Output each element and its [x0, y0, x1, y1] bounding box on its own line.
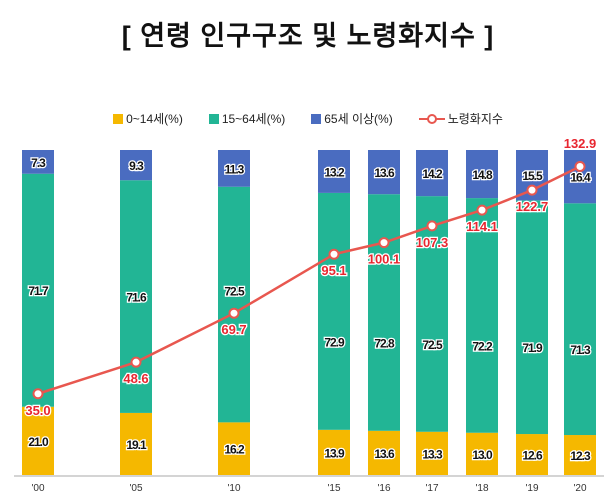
data-label: 71.7	[28, 284, 49, 298]
data-label: 12.6	[522, 449, 543, 463]
data-label: 15.5	[522, 169, 543, 183]
data-label: 13.6	[374, 447, 395, 461]
bar-segment	[218, 186, 250, 423]
data-label: 71.9	[522, 341, 543, 355]
aging-index-point	[228, 307, 240, 319]
aging-index-label: 48.6	[123, 371, 148, 386]
data-label: 72.2	[472, 339, 493, 353]
data-label: 9.3	[129, 159, 144, 173]
data-label: 21.0	[28, 435, 49, 449]
bar-segment	[120, 412, 152, 475]
data-label: 16.4	[570, 171, 591, 185]
legend-label: 0~14세(%)	[126, 112, 183, 126]
bar-segment	[564, 203, 596, 436]
aging-index-label: 100.1	[368, 252, 401, 267]
x-tick-label: '19	[525, 483, 538, 494]
bar-segment	[368, 430, 400, 475]
data-label: 7.3	[31, 156, 46, 170]
legend-swatch	[208, 113, 219, 124]
data-label: 19.1	[126, 438, 147, 452]
bar-segment	[516, 434, 548, 475]
x-tick-label: '10	[227, 483, 240, 494]
legend-label: 65세 이상(%)	[324, 112, 393, 126]
data-label: 13.2	[324, 165, 345, 179]
chart-title: [ 연령 인구구조 및 노령화지수 ]	[121, 21, 495, 51]
bar-segment	[218, 150, 250, 187]
aging-index-point	[328, 248, 340, 260]
aging-index-label: 107.3	[416, 235, 449, 250]
data-label: 71.3	[570, 343, 591, 357]
bar-segment	[416, 150, 448, 197]
bar-segment	[22, 150, 54, 174]
data-label: 13.3	[422, 447, 443, 461]
legend-item-15-64: 15~64세(%)	[208, 110, 286, 127]
data-label: 72.5	[224, 285, 245, 299]
x-tick-label: '17	[425, 483, 438, 494]
data-label: 11.3	[225, 162, 245, 176]
bar-segment	[120, 180, 152, 413]
bar-segment	[318, 192, 350, 430]
x-tick-label: '18	[475, 483, 488, 494]
aging-index-label: 132.9	[564, 136, 597, 151]
aging-index-point	[426, 220, 438, 232]
x-tick-label: '16	[377, 483, 390, 494]
aging-index-point	[130, 356, 142, 368]
data-label: 16.2	[224, 443, 245, 457]
aging-index-label: 69.7	[221, 322, 246, 337]
data-label: 14.2	[422, 167, 443, 181]
bar-segment	[22, 406, 54, 475]
data-label: 12.3	[570, 449, 591, 463]
x-tick-label: '05	[129, 483, 142, 494]
legend-label: 15~64세(%)	[221, 112, 286, 126]
bar-segment	[318, 150, 350, 193]
bar-segment	[120, 150, 152, 181]
legend-item-65plus: 65세 이상(%)	[311, 110, 393, 127]
bar-segment	[466, 198, 498, 433]
data-label: 13.0	[472, 448, 493, 462]
legend: 0~14세(%) 15~64세(%) 65세 이상(%) 노령화지수	[0, 110, 616, 127]
aging-index-label: 35.0	[25, 403, 50, 418]
x-tick-label: '15	[327, 483, 340, 494]
data-label: 13.9	[324, 446, 345, 460]
aging-index-point	[526, 184, 538, 196]
aging-index-label: 114.1	[466, 219, 498, 234]
aging-index-point	[378, 237, 390, 249]
x-tick-label: '00	[31, 483, 44, 494]
legend-line-marker-icon	[418, 113, 445, 124]
aging-index-point	[574, 160, 586, 172]
x-tick-label: '20	[573, 483, 586, 494]
bar-segment	[466, 432, 498, 475]
data-label: 13.6	[374, 166, 395, 180]
bar-segment	[368, 194, 400, 431]
legend-swatch	[113, 113, 124, 124]
bar-segment	[218, 422, 250, 475]
aging-index-label: 95.1	[321, 263, 346, 278]
bar-segment	[416, 196, 448, 432]
data-label: 72.9	[324, 335, 345, 349]
data-label: 72.5	[422, 338, 443, 352]
bar-segment	[564, 150, 596, 204]
legend-swatch	[311, 113, 322, 124]
bar-segment	[368, 150, 400, 195]
data-label: 72.8	[374, 337, 395, 351]
data-label: 14.8	[472, 168, 493, 182]
bar-segment	[318, 429, 350, 475]
aging-index-line	[37, 165, 581, 395]
legend-label: 노령화지수	[447, 112, 503, 126]
bar-segment	[22, 173, 54, 407]
aging-index-point	[32, 388, 44, 400]
legend-item-aging-index: 노령화지수	[418, 110, 503, 127]
bar-segment	[516, 200, 548, 435]
bar-segment	[466, 150, 498, 199]
bar-segment	[416, 431, 448, 475]
bar-segment	[564, 435, 596, 475]
data-label: 71.6	[126, 291, 147, 305]
aging-index-label: 122.7	[516, 199, 549, 214]
aging-index-point	[476, 204, 488, 216]
legend-item-0-14: 0~14세(%)	[113, 110, 183, 127]
